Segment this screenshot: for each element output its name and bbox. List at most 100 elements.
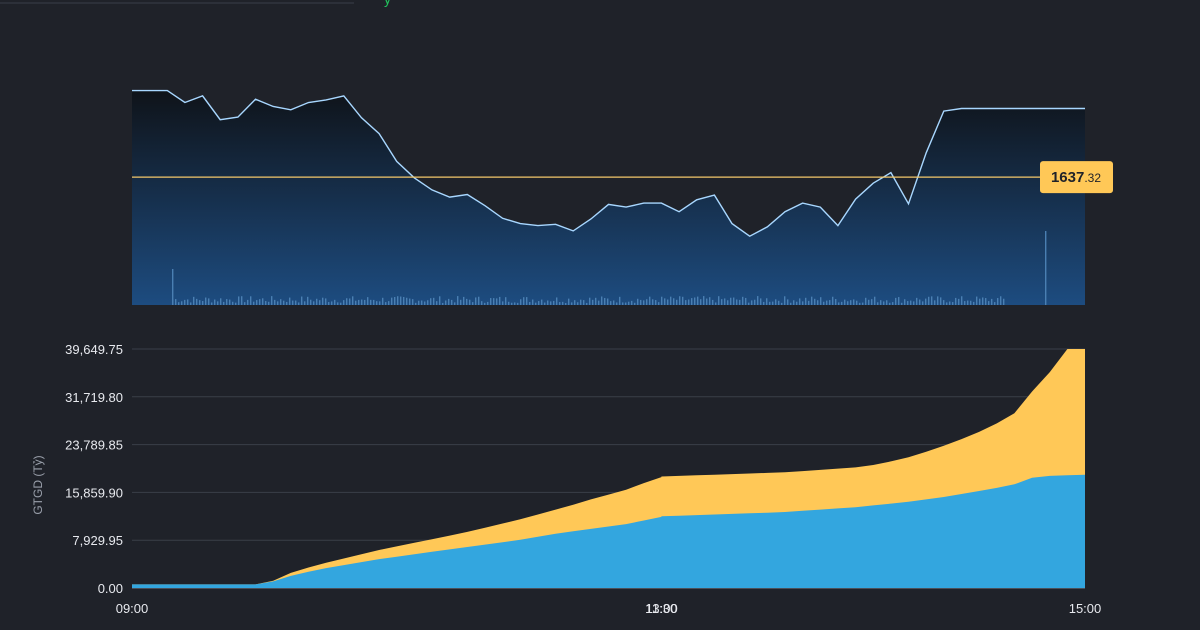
- volume-bar: [544, 302, 546, 305]
- volume-bar: [424, 301, 426, 305]
- volume-bar: [349, 298, 351, 305]
- volume-bar: [733, 297, 735, 305]
- volume-bar: [172, 269, 174, 305]
- volume-bar: [241, 296, 243, 305]
- y-axis-ticks: 0.00 7,929.95 15,859.90 23,789.85 31,719.80 3…: [65, 342, 123, 596]
- volume-bar: [1045, 231, 1047, 305]
- volume-bar: [604, 297, 606, 305]
- volume-bar: [517, 302, 519, 305]
- volume-bar: [826, 300, 828, 305]
- volume-bar: [691, 298, 693, 305]
- y-tick-label: 39,649.75: [65, 342, 123, 357]
- volume-bar: [295, 300, 297, 305]
- volume-bar: [598, 300, 600, 305]
- volume-bar: [262, 298, 264, 305]
- price-tag-bg: [1040, 161, 1113, 194]
- volume-bar: [286, 301, 288, 305]
- volume-bar: [316, 298, 318, 305]
- volume-bar: [535, 302, 537, 305]
- volume-bar: [400, 296, 402, 305]
- volume-bar: [484, 302, 486, 305]
- volume-bar: [979, 298, 981, 305]
- volume-bar: [346, 298, 348, 305]
- volume-bar: [193, 296, 195, 305]
- volume-bar: [271, 296, 273, 305]
- volume-bar: [613, 300, 615, 305]
- volume-bar: [505, 297, 507, 305]
- volume-bar: [889, 302, 891, 305]
- volume-bar: [781, 302, 783, 305]
- volume-bar: [940, 297, 942, 305]
- volume-bar: [679, 296, 681, 305]
- volume-bar: [502, 301, 504, 305]
- volume-bar: [562, 301, 564, 305]
- volume-bar: [688, 299, 690, 305]
- volume-bar: [724, 298, 726, 305]
- volume-bar: [880, 300, 882, 305]
- volume-bar: [247, 299, 249, 305]
- volume-bar: [250, 296, 252, 305]
- volume-bar: [202, 301, 204, 305]
- volume-bar: [319, 300, 321, 305]
- price-tag-main: 1637: [1051, 169, 1084, 186]
- volume-bar: [703, 296, 705, 305]
- volume-bar: [478, 296, 480, 305]
- volume-bar: [841, 301, 843, 305]
- volume-bar: [748, 302, 750, 305]
- volume-bar: [292, 300, 294, 305]
- volume-bar: [334, 299, 336, 305]
- volume-bar: [340, 302, 342, 305]
- volume-bar: [265, 301, 267, 305]
- volume-bar: [436, 301, 438, 305]
- volume-bar: [454, 302, 456, 305]
- volume-bar: [916, 297, 918, 305]
- volume-bar: [829, 300, 831, 305]
- volume-bar: [256, 300, 258, 305]
- volume-bar: [541, 299, 543, 305]
- volume-bar: [523, 297, 525, 305]
- volume-bar: [844, 299, 846, 305]
- volume-bar: [583, 300, 585, 305]
- volume-bar: [337, 302, 339, 305]
- volume-bar: [466, 298, 468, 305]
- volume-bar: [355, 300, 357, 305]
- volume-bar: [649, 296, 651, 305]
- volume-bar: [961, 296, 963, 305]
- volume-bar: [187, 299, 189, 305]
- volume-bar: [925, 298, 927, 305]
- volume-bar: [235, 302, 237, 305]
- volume-bar: [520, 299, 522, 305]
- volume-bar: [667, 299, 669, 305]
- volume-bar: [199, 300, 201, 305]
- volume-bar: [838, 302, 840, 305]
- volume-bar: [784, 296, 786, 305]
- volume-bar: [397, 296, 399, 305]
- volume-bar: [964, 301, 966, 305]
- volume-bar: [700, 299, 702, 305]
- volume-bar: [601, 296, 603, 305]
- volume-bar: [457, 296, 459, 305]
- volume-bar: [451, 299, 453, 305]
- volume-bar: [991, 298, 993, 305]
- volume-bar: [793, 300, 795, 305]
- volume-bar: [208, 298, 210, 305]
- y-tick-label: 23,789.85: [65, 438, 123, 453]
- volume-bar: [229, 299, 231, 305]
- volume-bar: [694, 297, 696, 305]
- volume-bar: [385, 302, 387, 305]
- volume-bar: [631, 300, 633, 305]
- volume-bar: [832, 296, 834, 305]
- volume-bar: [214, 299, 216, 305]
- volume-bar: [640, 299, 642, 305]
- volume-bar: [658, 302, 660, 305]
- volume-bar: [970, 300, 972, 305]
- volume-bar: [289, 297, 291, 305]
- volume-bar: [403, 296, 405, 305]
- domestic-area: [132, 474, 1085, 588]
- volume-bar: [730, 297, 732, 305]
- volume-bar: [988, 301, 990, 305]
- volume-bar: [463, 296, 465, 305]
- y-tick-label: 15,859.90: [65, 485, 123, 500]
- volume-bar: [745, 297, 747, 305]
